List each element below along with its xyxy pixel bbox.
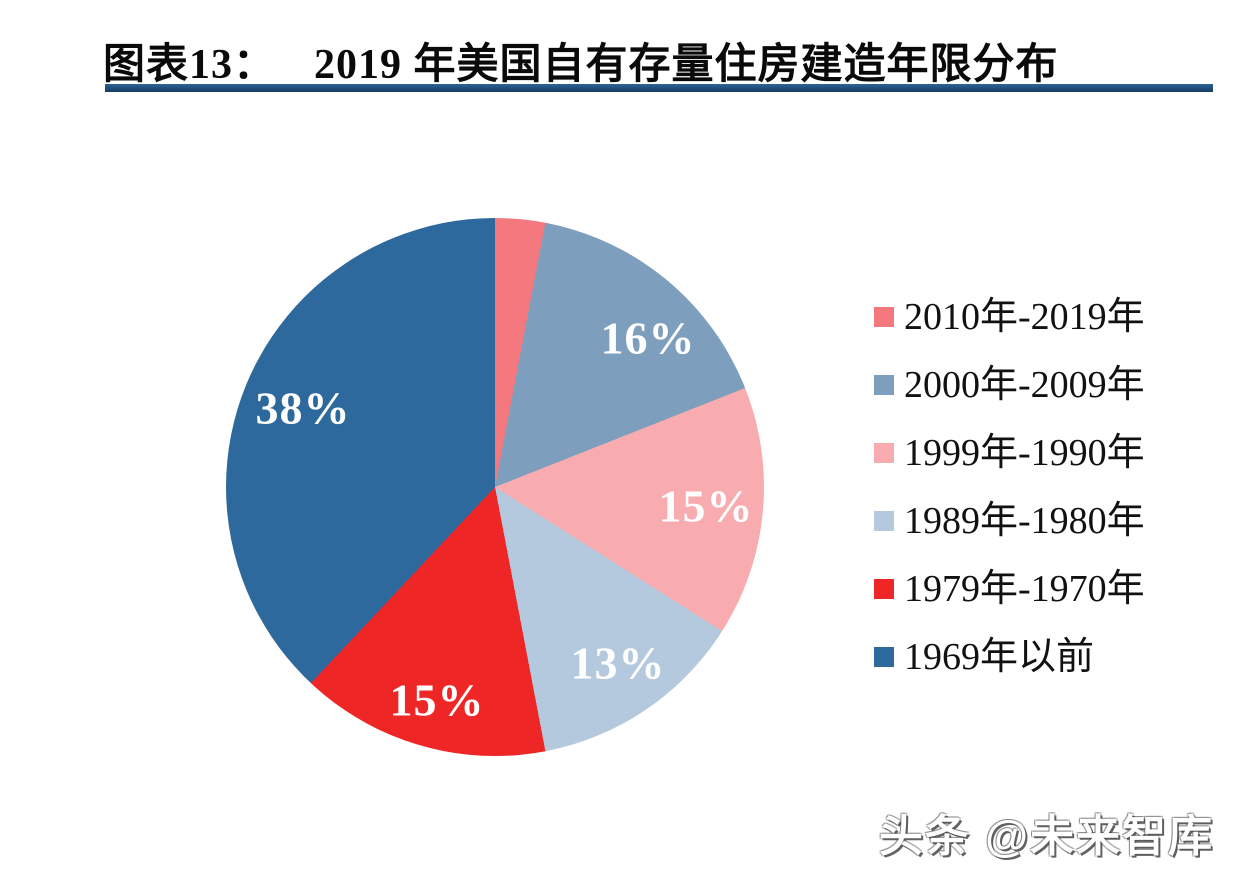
title-rule-divider — [105, 84, 1213, 92]
legend-label: 2010年-2019年 — [904, 296, 1145, 338]
legend-label: 1979年-1970年 — [904, 568, 1145, 610]
legend-label: 2000年-2009年 — [904, 364, 1145, 406]
legend-item: 1969年以前 — [874, 623, 1145, 691]
legend-swatch-icon — [874, 511, 894, 531]
legend-swatch-icon — [874, 443, 894, 463]
legend-label: 1999年-1990年 — [904, 432, 1145, 474]
legend-swatch-icon — [874, 307, 894, 327]
legend-swatch-icon — [874, 579, 894, 599]
legend-label: 1969年以前 — [904, 636, 1095, 678]
legend-item: 1989年-1980年 — [874, 487, 1145, 555]
legend-item: 2000年-2009年 — [874, 351, 1145, 419]
legend-item: 2010年-2019年 — [874, 283, 1145, 351]
watermark: 头条 @未来智库 — [878, 812, 1214, 861]
legend: 2010年-2019年 2000年-2009年 1999年-1990年 1989年-1… — [874, 283, 1145, 691]
chart-header: 图表13： 2019 年美国自有存量住房建造年限分布 — [103, 30, 1213, 91]
legend-swatch-icon — [874, 647, 894, 667]
legend-item: 1979年-1970年 — [874, 555, 1145, 623]
legend-label: 1989年-1980年 — [904, 500, 1145, 542]
pie-chart — [226, 218, 764, 756]
legend-swatch-icon — [874, 375, 894, 395]
chart-number-label: 图表13： — [103, 42, 277, 88]
legend-item: 1999年-1990年 — [874, 419, 1145, 487]
chart-title: 2019 年美国自有存量住房建造年限分布 — [314, 42, 1059, 88]
